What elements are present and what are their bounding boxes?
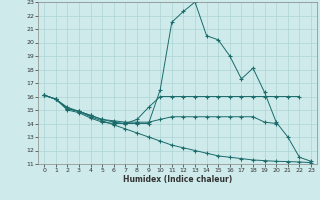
- X-axis label: Humidex (Indice chaleur): Humidex (Indice chaleur): [123, 175, 232, 184]
